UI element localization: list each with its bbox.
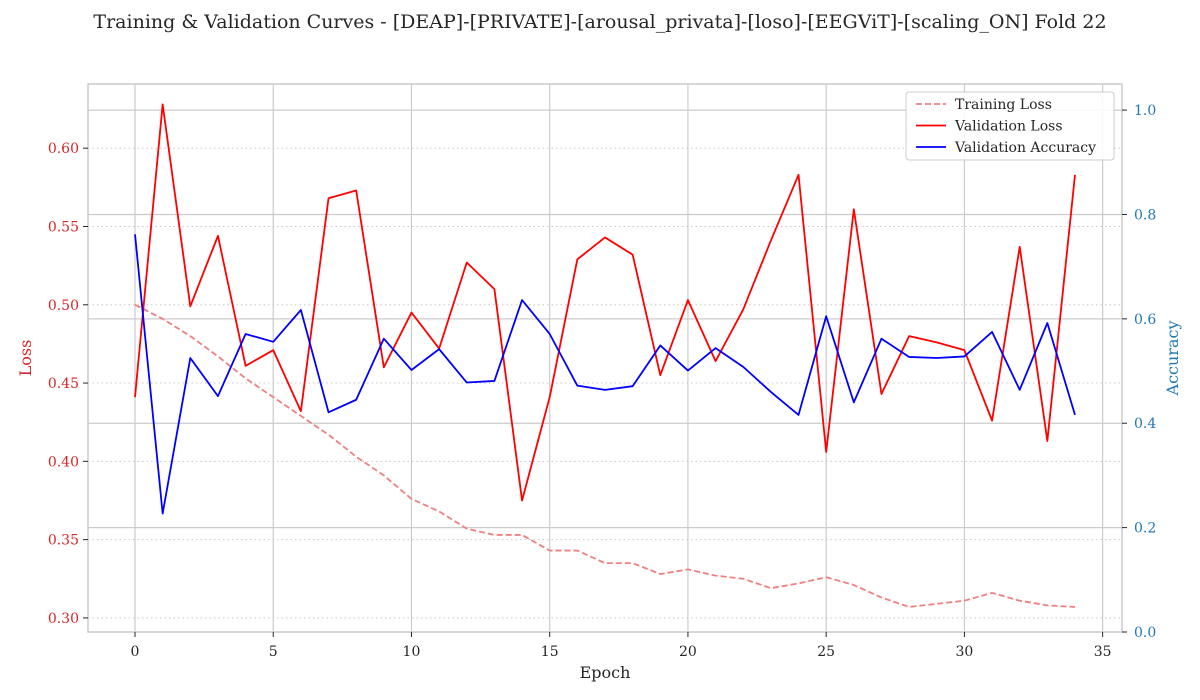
y-left-tick-label: 0.45 (48, 376, 79, 392)
y-right-tick-label: 0.2 (1134, 521, 1156, 537)
x-tick-label: 25 (817, 644, 835, 660)
series-line-validation-accuracy (134, 234, 1076, 515)
y-right-axis-label: Accuracy (1163, 321, 1182, 397)
plot-frame (87, 83, 1123, 633)
y-right-tick-label: 0.6 (1134, 312, 1156, 328)
chart-title: Training & Validation Curves - [DEAP]-[P… (93, 11, 1107, 33)
x-tick-label: 0 (131, 644, 140, 660)
y-right-tick-label: 0.0 (1134, 625, 1156, 641)
x-tick-label: 35 (1094, 644, 1112, 660)
x-tick-label: 15 (541, 644, 559, 660)
x-tick-label: 20 (679, 644, 697, 660)
y-right-tick-label: 1.0 (1134, 103, 1156, 119)
y-left-tick-label: 0.60 (48, 141, 79, 157)
y-right-tick-label: 0.4 (1134, 416, 1156, 432)
legend-label: Validation Accuracy (954, 140, 1096, 156)
axes-layer: 0 5 10 15 20 25 30 35 0.30 0.35 0.40 0.45 0.50 0.55 0.… (48, 83, 1156, 660)
y-left-tick-label: 0.35 (48, 533, 79, 549)
y-right-tick-label: 0.8 (1134, 207, 1156, 223)
legend-label: Validation Loss (954, 119, 1063, 135)
y-left-tick-label: 0.55 (48, 219, 79, 235)
y-left-tick-label: 0.30 (48, 611, 79, 627)
x-tick-label: 30 (955, 644, 973, 660)
series-line-validation-loss (134, 103, 1076, 502)
x-tick-label: 10 (403, 644, 421, 660)
series-layer (134, 103, 1076, 608)
x-tick-label: 5 (269, 644, 278, 660)
series-line-training-loss (134, 303, 1076, 608)
legend: Training Loss Validation Loss Validation A… (905, 91, 1115, 161)
legend-box (905, 91, 1115, 161)
x-axis-label: Epoch (580, 663, 631, 682)
y-left-axis-label: Loss (16, 340, 35, 377)
y-left-tick-label: 0.50 (48, 298, 79, 314)
legend-label: Training Loss (955, 97, 1052, 113)
y-left-tick-label: 0.40 (48, 454, 79, 470)
